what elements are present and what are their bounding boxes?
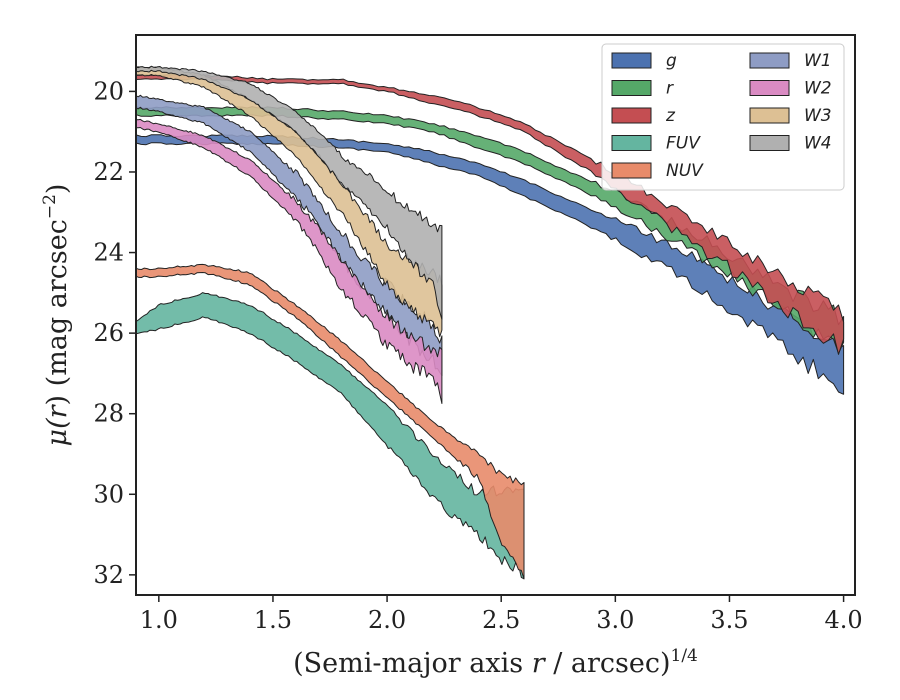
y-tick-label: 26 (93, 319, 124, 347)
band-z (135, 73, 845, 355)
x-tick-label: 2.0 (368, 606, 406, 634)
x-tick-label: 1.0 (140, 606, 178, 634)
legend-swatch (749, 52, 790, 69)
legend-entry-w1: W1 (749, 51, 832, 71)
legend-swatch (749, 80, 790, 96)
x-tick-label: 3.0 (596, 606, 634, 634)
y-tick-label: 20 (93, 77, 124, 105)
y-tick-label: 22 (93, 158, 124, 186)
band-g (135, 134, 845, 395)
y-tick-label: 30 (93, 480, 124, 508)
legend-swatch (749, 107, 790, 124)
legend-entry-fuv: FUV (611, 134, 701, 154)
legend-swatch (611, 80, 652, 96)
band-areas (135, 65, 845, 580)
band-w4 (135, 65, 443, 320)
legend-label: W4 (804, 134, 832, 154)
legend-swatch (611, 107, 652, 124)
y-tick-label: 24 (93, 239, 124, 267)
x-tick-label: 3.5 (710, 606, 748, 634)
x-tick-label: 4.0 (825, 606, 863, 634)
legend-entry-w3: W3 (749, 106, 832, 126)
legend: grz FUV NUV W1 W2 W3 W4 (601, 43, 845, 191)
x-tick-label: 2.5 (482, 606, 520, 634)
legend-label: r (666, 79, 674, 99)
legend-entry-nuv: NUV (611, 161, 704, 181)
band-w2 (135, 118, 443, 404)
legend-swatch (611, 52, 652, 69)
legend-label: W1 (804, 51, 832, 71)
y-tick-label: 32 (93, 561, 124, 589)
x-axis: 1.0 1.5 2.0 2.5 3.0 3.5 4.0 (140, 595, 863, 634)
legend-label: W2 (804, 79, 832, 99)
legend-swatch (611, 162, 652, 179)
legend-swatch (611, 135, 652, 151)
legend-label: z (665, 106, 676, 126)
legend-entry-z: z (611, 106, 676, 126)
legend-entry-w2: W2 (749, 79, 832, 99)
x-axis-title: (Semi-major axis r / arcsec)1/4 (293, 646, 698, 679)
legend-label: W3 (804, 106, 832, 126)
band-r (135, 106, 845, 354)
y-axis-title: μ(r) (mag arcsec−2) (40, 184, 73, 447)
legend-swatch (749, 135, 790, 151)
legend-entry-r: r (611, 79, 674, 99)
x-tick-label: 1.5 (254, 606, 292, 634)
plot-frame (135, 34, 856, 596)
legend-label: g (666, 51, 677, 71)
legend-entry-g: g (611, 51, 677, 71)
band-nuv (135, 263, 525, 580)
y-tick-label: 28 (93, 400, 124, 428)
legend-label: NUV (666, 161, 704, 181)
y-axis: 20 22 24 26 28 30 32 (93, 77, 136, 589)
legend-label: FUV (666, 134, 701, 154)
legend-entry-w4: W4 (749, 134, 832, 154)
